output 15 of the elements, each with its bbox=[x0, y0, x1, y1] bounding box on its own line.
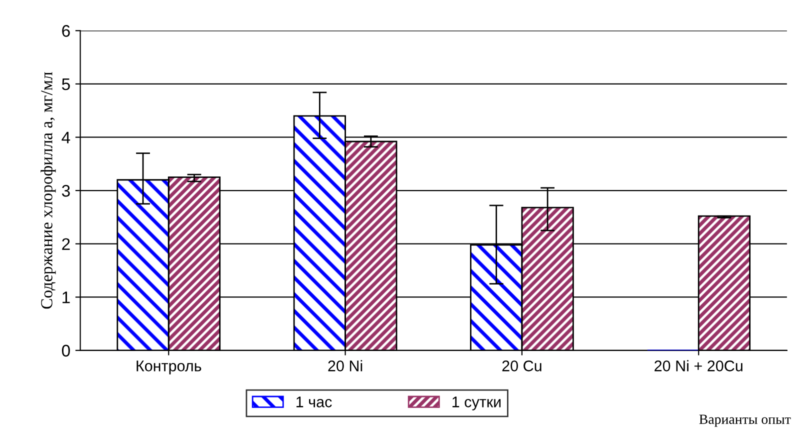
legend-label: 1 час bbox=[296, 396, 332, 408]
y-axis-title: Содержание хлорофилла a, мг/мл bbox=[40, 72, 56, 309]
x-axis-title: Варианты опыт bbox=[699, 414, 791, 427]
x-tick-label: 20 Ni bbox=[328, 360, 362, 372]
y-tick-label: 3 bbox=[62, 184, 70, 197]
y-tick-label: 6 bbox=[62, 25, 70, 37]
legend-label: 1 сутки bbox=[452, 396, 501, 410]
y-tick-label: 0 bbox=[62, 344, 70, 357]
x-tick-label: 20 Cu bbox=[502, 360, 542, 372]
x-tick-label: Контроль bbox=[136, 360, 202, 374]
y-tick-label: 2 bbox=[62, 238, 70, 250]
y-tick-label: 4 bbox=[62, 132, 70, 144]
x-tick-label: 20 Ni + 20Cu bbox=[654, 360, 742, 372]
y-tick-label: 5 bbox=[62, 78, 70, 90]
y-tick-label: 1 bbox=[62, 292, 70, 304]
